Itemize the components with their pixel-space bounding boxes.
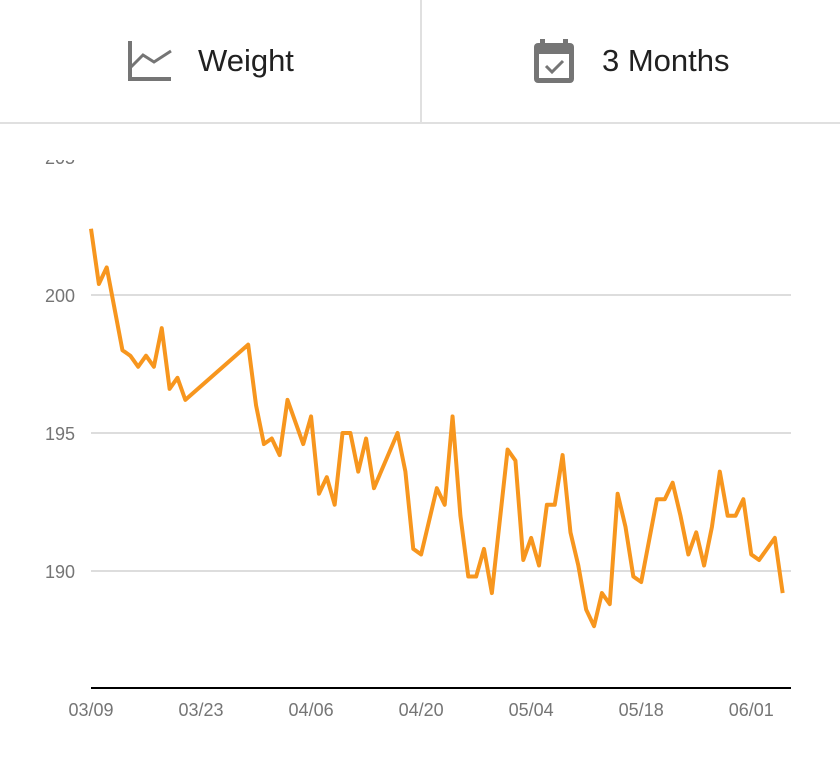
x-tick-label: 04/20 bbox=[399, 700, 444, 720]
chart-header: Weight 3 Months bbox=[0, 0, 840, 124]
weight-series-line bbox=[91, 229, 783, 626]
weight-line-chart: 205 200 195 190 03/09 03/23 04/06 04/20 05/04 05… bbox=[0, 124, 840, 779]
metric-label: Weight bbox=[198, 43, 294, 78]
y-tick-label: 190 bbox=[45, 562, 75, 582]
range-selector[interactable]: 3 Months bbox=[422, 0, 840, 122]
y-tick-label: 200 bbox=[45, 286, 75, 306]
x-tick-label: 05/04 bbox=[509, 700, 554, 720]
x-tick-label: 03/09 bbox=[68, 700, 113, 720]
x-tick-label: 05/18 bbox=[619, 700, 664, 720]
x-tick-label: 06/01 bbox=[729, 700, 774, 720]
line-chart-icon bbox=[128, 41, 172, 81]
y-tick-label: 195 bbox=[45, 424, 75, 444]
range-label: 3 Months bbox=[602, 43, 730, 78]
x-tick-label: 03/23 bbox=[179, 700, 224, 720]
calendar-check-icon bbox=[534, 39, 574, 83]
metric-selector[interactable]: Weight bbox=[0, 0, 422, 122]
y-tick-label: 205 bbox=[45, 148, 75, 168]
x-tick-label: 04/06 bbox=[289, 700, 334, 720]
